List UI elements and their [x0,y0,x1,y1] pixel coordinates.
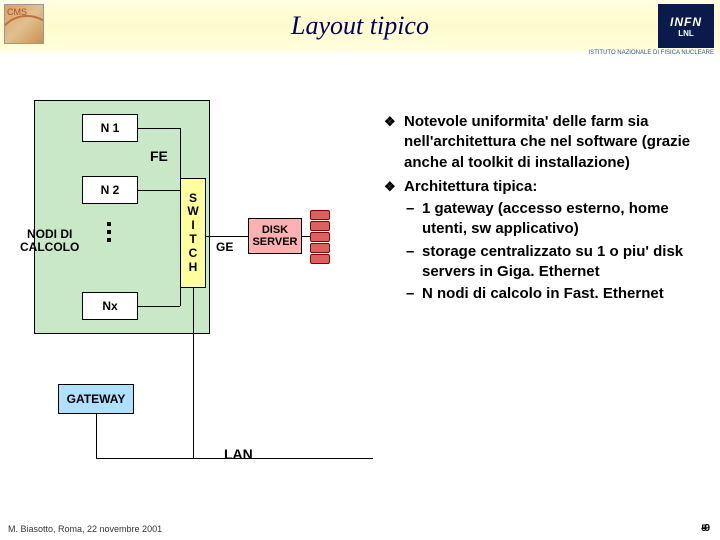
footer-page: 9 [704,523,710,534]
ellipsis-dots [104,222,114,242]
line-disk-stack [302,236,310,237]
cms-logo-text: CMS [7,7,27,17]
line-gateway-lan [96,458,193,459]
switch-letter: C [189,247,198,261]
ge-label: GE [216,240,233,254]
disk-stack-icon [310,210,330,265]
nodi-line1: NODI DI [27,227,72,241]
disk-label-1: DISK [262,224,288,236]
line-switch-down [193,288,194,458]
line-switch-lan [193,458,373,459]
bullet-text: Notevole uniformita' delle farm sia nell… [404,113,690,171]
header-bar: CMS Layout tipico INFN LNL ISTITUTO NAZI… [0,0,720,52]
sub-bullet-item: 1 gateway (accesso esterno, home utenti,… [404,199,704,240]
infn-subtitle: ISTITUTO NAZIONALE DI FISICA NUCLEARE [588,50,714,56]
cms-logo: CMS [4,4,44,44]
node-n2: N 2 [82,176,138,204]
disk-server-box: DISK SERVER [248,218,302,254]
switch-letter: T [189,233,196,247]
node-n1-label: N 1 [101,121,120,135]
line-nx [138,306,180,307]
node-n1: N 1 [82,114,138,142]
switch-box: SWITCH [180,178,206,288]
bullet-list: Notevole uniformita' delle farm sia nell… [384,112,704,308]
line-n2 [138,190,180,191]
footer-right: 59 [701,523,710,534]
line-gateway-down [96,414,97,458]
bullet-text: Architettura tipica: [404,178,537,195]
switch-letter: H [189,261,198,275]
node-nx: Nx [82,292,138,320]
sub-bullet-item: N nodi di calcolo in Fast. Ethernet [404,284,704,304]
disk-label-2: SERVER [252,236,297,248]
sub-bullet-item: storage centralizzato su 1 o piu' disk s… [404,242,704,283]
nodi-di-calcolo-label: NODI DI CALCOLO [20,228,79,254]
bullet-item: Notevole uniformita' delle farm sia nell… [384,112,704,173]
gateway-box: GATEWAY [58,384,134,414]
diagram-area: N 1 N 2 Nx FE NODI DI CALCOLO SWITCH GE … [20,100,360,470]
node-nx-label: Nx [102,299,117,313]
footer-left: M. Biasotto, Roma, 22 novembre 2001 [8,524,162,534]
fe-label: FE [150,148,168,164]
line-ge [206,236,248,237]
gateway-label: GATEWAY [67,392,126,406]
node-n2-label: N 2 [101,183,120,197]
lan-label: LAN [224,446,253,462]
infn-logo: INFN LNL [658,4,714,48]
nodi-line2: CALCOLO [20,240,79,254]
infn-logo-top: INFN [670,15,702,29]
switch-letter: W [187,205,198,219]
switch-letter: I [191,219,194,233]
line-bus [180,128,181,306]
line-n1 [138,128,180,129]
page-title: Layout tipico [291,11,429,41]
infn-logo-bottom: LNL [678,29,694,38]
switch-letter: S [189,192,197,206]
bullet-item: Architettura tipica: 1 gateway (accesso e… [384,177,704,305]
